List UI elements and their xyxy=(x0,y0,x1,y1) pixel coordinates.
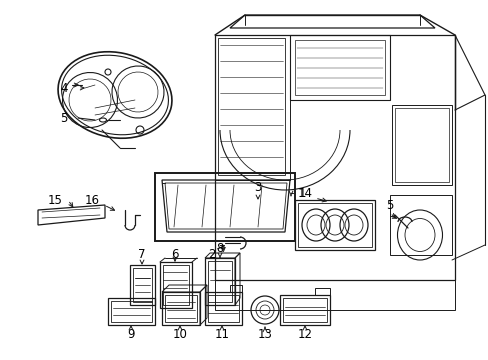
Text: 5: 5 xyxy=(386,198,393,212)
Text: 12: 12 xyxy=(297,328,312,342)
Text: 2: 2 xyxy=(208,248,215,261)
Text: 9: 9 xyxy=(127,328,135,342)
Text: 16: 16 xyxy=(84,194,99,207)
Bar xyxy=(155,173,294,241)
Text: 7: 7 xyxy=(138,248,145,261)
Text: 1: 1 xyxy=(298,186,305,199)
Text: 11: 11 xyxy=(214,328,229,342)
Text: 15: 15 xyxy=(47,194,62,207)
Text: 5: 5 xyxy=(60,112,67,125)
Text: 10: 10 xyxy=(172,328,187,342)
Text: 3: 3 xyxy=(254,180,261,194)
Text: 14: 14 xyxy=(297,186,312,199)
Text: 4: 4 xyxy=(60,81,68,95)
Text: 6: 6 xyxy=(171,248,179,261)
Text: 8: 8 xyxy=(216,243,223,256)
Text: 13: 13 xyxy=(257,328,272,342)
